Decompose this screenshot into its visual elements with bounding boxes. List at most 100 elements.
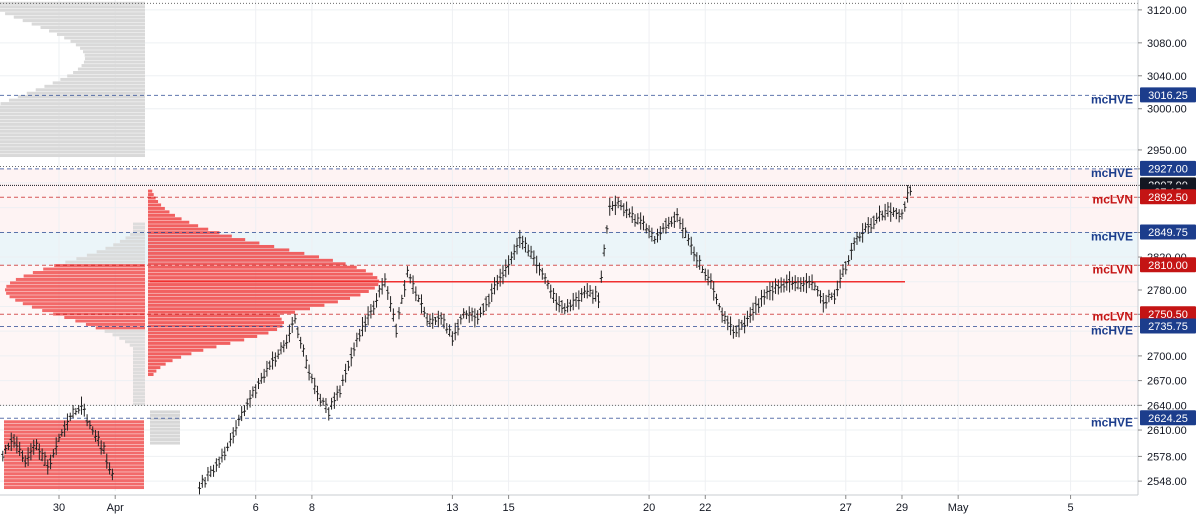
price-tick-label: 2640.00 [1147, 400, 1187, 412]
volume-profile-bar [49, 29, 145, 33]
volume-profile-bar [75, 43, 145, 47]
volume-profile-bar [148, 310, 296, 314]
volume-profile-bar [0, 129, 145, 133]
volume-profile-bar [148, 369, 157, 373]
volume-profile-bar [150, 431, 180, 435]
volume-profile-bar [23, 274, 146, 278]
volume-profile-bar [4, 423, 144, 427]
price-tick-label: 2670.00 [1147, 376, 1187, 388]
volume-profile-bar [22, 19, 145, 23]
price-badge-label: 2624.25 [1148, 413, 1188, 425]
volume-profile-bar [148, 224, 199, 228]
volume-profile-bar [125, 236, 145, 240]
volume-profile-bar [148, 272, 373, 276]
volume-profile-bar [13, 15, 146, 19]
volume-profile-bar [56, 32, 145, 36]
volume-profile-bar [148, 276, 378, 280]
volume-profile-bar [0, 122, 145, 126]
volume-profile-bar [148, 362, 166, 366]
volume-profile-bar [15, 277, 145, 281]
volume-profile-bar [119, 239, 145, 243]
volume-profile-bar [112, 333, 145, 337]
time-tick-label: 30 [53, 502, 65, 514]
volume-profile-bar [4, 420, 144, 424]
volume-profile-bar [0, 140, 145, 144]
volume-profile-bar [148, 355, 182, 359]
volume-profile-bar [17, 95, 145, 99]
volume-profile-bar [133, 395, 145, 399]
volume-profile-bar [85, 322, 145, 326]
volume-profile-bar [64, 36, 145, 40]
volume-profile-bar [148, 220, 190, 224]
price-tick-label: 2610.00 [1147, 425, 1187, 437]
volume-profile-bar [26, 91, 146, 95]
volume-profile-bar [113, 243, 145, 247]
volume-profile-bar [133, 385, 145, 389]
volume-profile-bar [86, 253, 145, 257]
volume-profile-bar [150, 413, 180, 417]
volume-profile-bar [133, 371, 145, 375]
volume-profile-bar [4, 468, 144, 472]
volume-profile-bar [148, 345, 217, 349]
volume-profile-bar [133, 381, 145, 385]
volume-profile-bar [9, 295, 146, 299]
volume-profile-bar [133, 388, 145, 392]
volume-profile-bar [148, 189, 153, 193]
volume-profile-bar [148, 203, 162, 207]
price-badge-label: 2849.75 [1148, 227, 1188, 239]
volume-profile-bar [148, 248, 290, 252]
time-tick-label: May [948, 502, 969, 514]
volume-profile-bar [8, 98, 145, 102]
volume-profile-bar [148, 210, 170, 214]
volume-profile-bar [119, 336, 145, 340]
price-badge [1140, 318, 1196, 334]
volume-profile-bar [6, 291, 146, 295]
volume-profile-bar [73, 70, 145, 74]
volume-profile-bar [133, 347, 145, 351]
price-tick-label: 3120.00 [1147, 5, 1187, 17]
price-tick-label: 2700.00 [1147, 351, 1187, 363]
volume-profile-bar [52, 81, 146, 85]
volume-profile-bar [150, 417, 180, 421]
volume-profile-bar [0, 5, 145, 9]
volume-profile-bar [148, 300, 338, 304]
volume-profile-bar [104, 329, 145, 333]
level-label: mcHVE [1091, 166, 1133, 180]
volume-profile-bar [148, 234, 232, 238]
volume-profile-bar [148, 328, 278, 332]
time-tick-label: 15 [502, 502, 514, 514]
level-label: mcHVE [1091, 323, 1133, 337]
volume-profile-bar [67, 74, 145, 78]
volume-profile-bar [0, 143, 145, 147]
volume-profile-bar [43, 267, 145, 271]
volume-profile-bar [6, 284, 145, 288]
time-tick-label: 8 [309, 502, 315, 514]
volume-profile-bar [148, 258, 333, 262]
time-tick-label: 29 [896, 502, 908, 514]
volume-profile-bar [148, 217, 182, 221]
volume-profile-bar [0, 136, 145, 140]
price-tick-label: 2578.00 [1147, 451, 1187, 463]
level-label: mcHVE [1091, 415, 1133, 429]
volume-profile-bar [81, 64, 145, 68]
volume-profile-bar [4, 434, 144, 438]
level-label: mcHVE [1091, 92, 1133, 106]
level-label: mcLVN [1093, 262, 1133, 276]
price-badge [1140, 87, 1196, 103]
volume-profile-bar [133, 226, 145, 230]
volume-profile-bar [150, 441, 180, 445]
volume-profile-bar [148, 289, 369, 293]
volume-profile-bar [4, 444, 144, 448]
volume-profile-bar [4, 427, 144, 431]
volume-profile-bar [133, 222, 145, 226]
time-axis-bg [0, 495, 1138, 521]
volume-profile-bar [148, 341, 231, 345]
volume-profile-bar [148, 366, 161, 370]
level-label: mcHVE [1091, 230, 1133, 244]
volume-profile-bar [133, 399, 145, 403]
volume-profile-bar [133, 392, 145, 396]
volume-profile-bar [10, 281, 146, 285]
volume-profile-bar [133, 374, 145, 378]
volume-profile-bar [4, 486, 144, 490]
